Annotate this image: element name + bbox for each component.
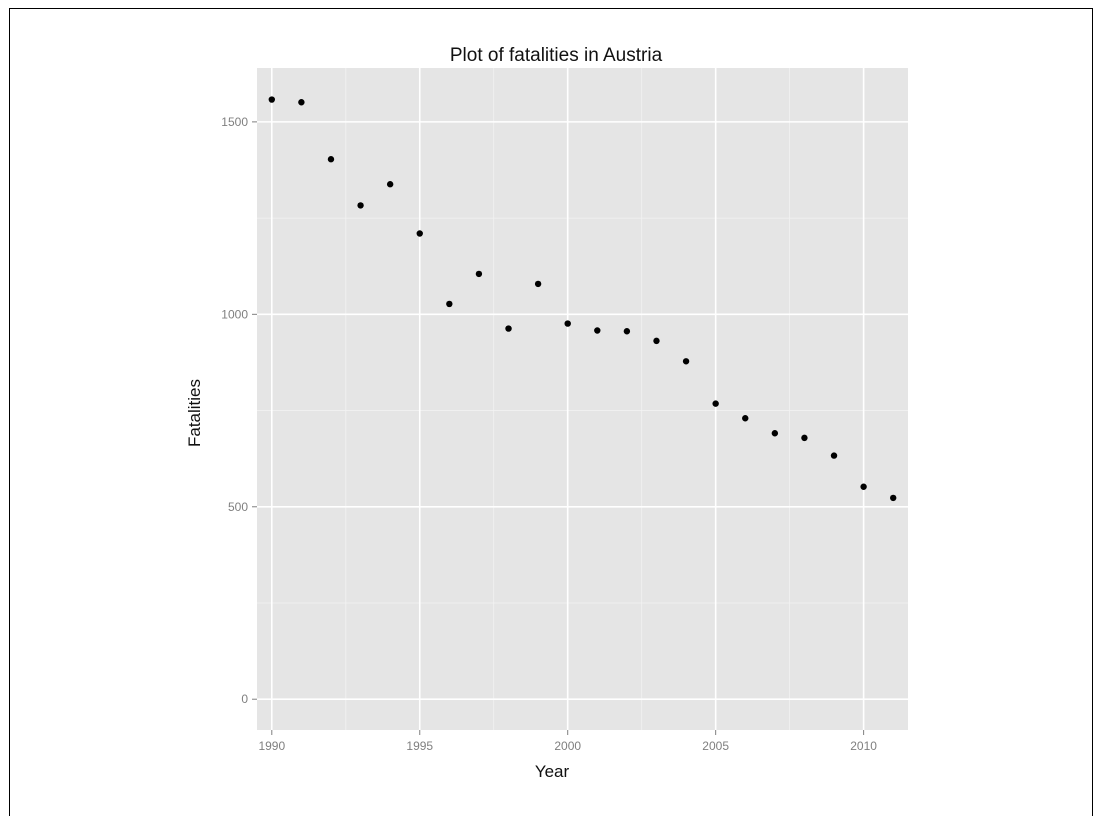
- data-point: [534, 280, 542, 288]
- x-tick-label: 1995: [406, 739, 433, 753]
- data-point: [564, 320, 571, 327]
- x-tick-label: 2010: [850, 739, 877, 753]
- data-point: [357, 202, 364, 209]
- plot-panel: [257, 68, 908, 730]
- data-point: [298, 99, 305, 106]
- x-tick-label: 2000: [554, 739, 581, 753]
- data-point: [771, 430, 779, 437]
- y-tick-label: 1500: [221, 115, 248, 129]
- data-point: [682, 358, 690, 365]
- data-point: [653, 337, 660, 345]
- data-points: [268, 96, 897, 502]
- axis-ticks: 1990 1995 2000 2005 2010 0 500 1000 1500: [221, 115, 877, 753]
- data-point: [416, 230, 423, 237]
- x-axis-title: Year: [535, 762, 570, 781]
- data-point: [830, 452, 838, 459]
- y-tick-label: 500: [228, 500, 248, 514]
- data-point: [268, 96, 275, 103]
- data-point: [712, 400, 719, 407]
- data-point: [446, 300, 453, 308]
- data-point: [505, 325, 512, 332]
- data-point: [742, 415, 749, 422]
- data-point: [860, 483, 867, 490]
- data-point: [327, 156, 335, 163]
- major-gridlines: [257, 68, 908, 730]
- y-axis-title: Fatalities: [185, 379, 204, 447]
- y-tick-label: 0: [241, 692, 248, 706]
- y-tick-label: 1000: [221, 307, 248, 321]
- data-point: [623, 328, 631, 335]
- data-point: [594, 327, 601, 334]
- x-tick-label: 2005: [702, 739, 729, 753]
- data-point: [475, 270, 483, 278]
- data-point: [890, 494, 897, 502]
- chart-title: Plot of fatalities in Austria: [450, 45, 663, 66]
- minor-gridlines: [257, 68, 908, 730]
- data-point: [801, 434, 808, 442]
- x-tick-label: 1990: [258, 739, 285, 753]
- data-point: [386, 181, 394, 188]
